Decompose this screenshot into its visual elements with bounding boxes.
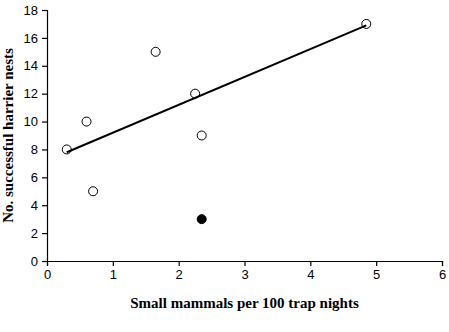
y-tick: 18 xyxy=(24,3,47,18)
x-tick: 5 xyxy=(373,261,380,282)
x-tick-label: 2 xyxy=(176,267,183,282)
y-axis: 0 2 4 6 8 10 12 14 16 18 xyxy=(24,3,48,269)
x-tick: 1 xyxy=(110,261,117,282)
open-point xyxy=(89,187,98,196)
y-tick: 10 xyxy=(24,114,47,129)
y-tick: 14 xyxy=(24,58,47,73)
y-tick-mark xyxy=(42,261,47,262)
x-tick-label: 0 xyxy=(44,267,51,282)
x-tick-mark xyxy=(179,261,180,266)
y-tick-mark xyxy=(42,233,47,234)
x-tick: 4 xyxy=(307,261,314,282)
y-tick-label: 18 xyxy=(24,3,38,18)
y-tick-mark xyxy=(42,121,47,122)
y-tick: 4 xyxy=(31,198,47,213)
x-tick-label: 3 xyxy=(241,267,248,282)
x-tick-mark xyxy=(442,261,443,266)
y-tick: 8 xyxy=(31,142,47,157)
trend-line xyxy=(67,25,367,152)
y-tick-mark xyxy=(42,149,47,150)
x-tick-mark xyxy=(244,261,245,266)
y-tick-label: 0 xyxy=(31,254,38,269)
x-tick-label: 6 xyxy=(439,267,446,282)
y-tick-label: 8 xyxy=(31,142,38,157)
y-tick-label: 10 xyxy=(24,114,38,129)
x-tick-mark xyxy=(310,261,311,266)
y-tick-mark xyxy=(42,38,47,39)
y-axis-title: No. successful harrier nests xyxy=(0,48,16,223)
y-tick: 0 xyxy=(31,254,47,269)
open-point xyxy=(62,145,71,154)
y-tick-label: 6 xyxy=(31,170,38,185)
y-tick-mark xyxy=(42,66,47,67)
y-axis-line xyxy=(42,11,48,262)
x-tick: 6 xyxy=(439,261,446,282)
y-tick-label: 16 xyxy=(24,31,38,46)
x-tick-mark xyxy=(113,261,114,266)
x-tick: 2 xyxy=(176,261,183,282)
x-tick-label: 1 xyxy=(110,267,117,282)
x-tick-label: 5 xyxy=(373,267,380,282)
y-tick-mark xyxy=(42,10,47,11)
marks xyxy=(62,19,371,223)
y-tick: 6 xyxy=(31,170,47,185)
plot: 0123456024681012141618 xyxy=(24,3,447,283)
y-tick: 12 xyxy=(24,86,47,101)
y-tick: 16 xyxy=(24,31,47,46)
x-tick: 3 xyxy=(241,261,248,282)
x-axis: 0 1 2 3 4 5 6 xyxy=(44,261,446,282)
y-tick-label: 14 xyxy=(24,58,38,73)
y-tick-mark xyxy=(42,177,47,178)
x-tick-label: 4 xyxy=(307,267,314,282)
chart: 0123456024681012141618Small mammals per … xyxy=(0,0,449,332)
filled-point xyxy=(197,215,206,224)
y-tick: 2 xyxy=(31,226,47,241)
x-tick: 0 xyxy=(44,261,51,282)
y-tick-label: 2 xyxy=(31,226,38,241)
open-point xyxy=(197,131,206,140)
y-tick-mark xyxy=(42,94,47,95)
x-tick-mark xyxy=(376,261,377,266)
y-tick-mark xyxy=(42,205,47,206)
open-point xyxy=(82,117,91,126)
open-point xyxy=(151,47,160,56)
y-tick-label: 4 xyxy=(31,198,38,213)
x-axis-title: Small mammals per 100 trap nights xyxy=(130,295,359,311)
y-tick-label: 12 xyxy=(24,86,38,101)
x-axis-line xyxy=(48,262,443,267)
